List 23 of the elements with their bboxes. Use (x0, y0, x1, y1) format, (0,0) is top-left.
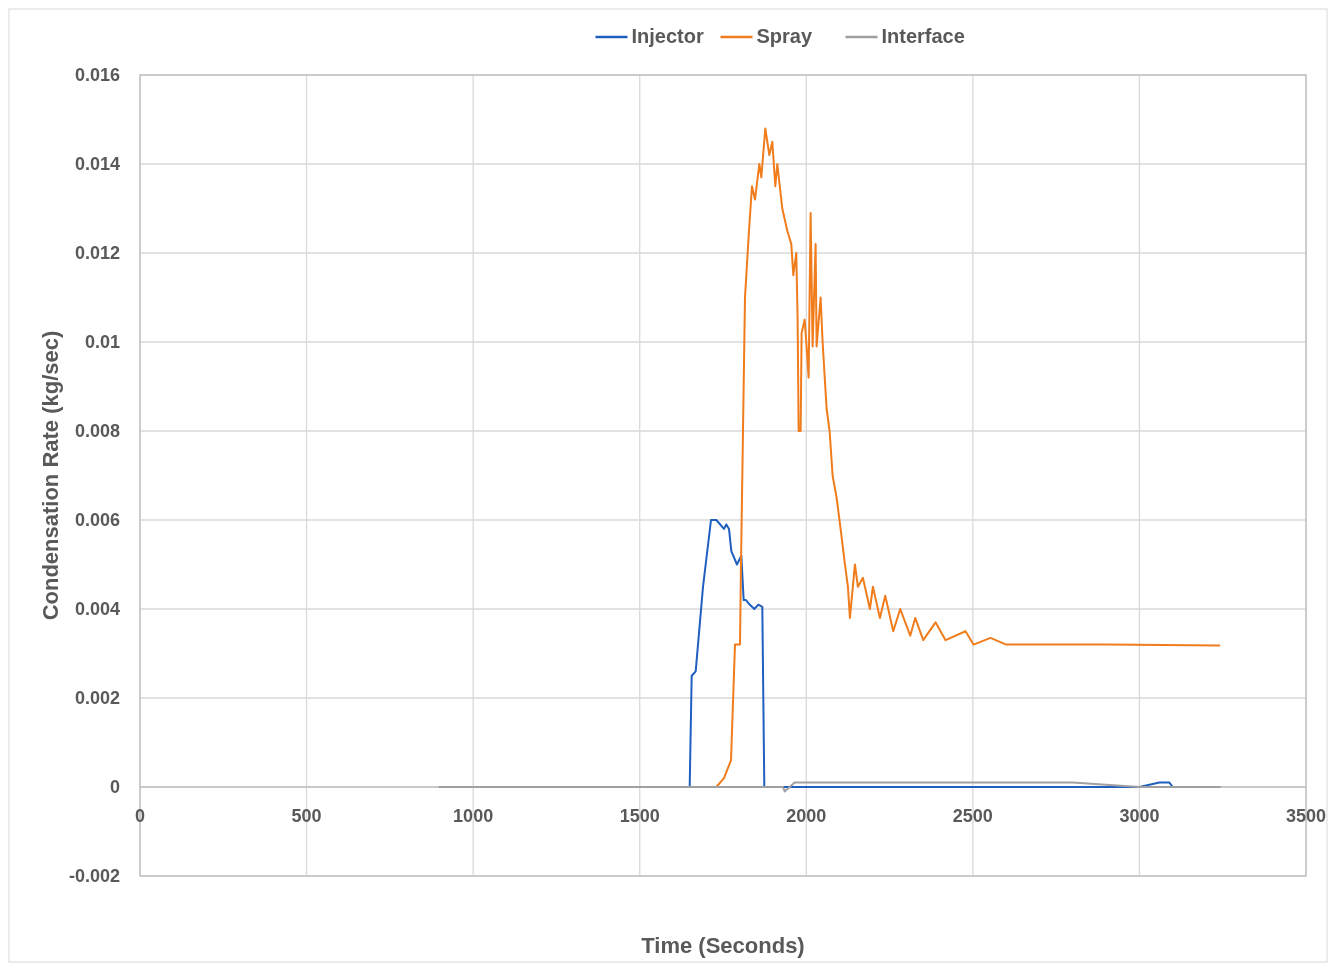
x-tick-label: 1000 (453, 806, 494, 826)
y-tick-label: 0.016 (74, 65, 120, 85)
y-tick-label: 0.006 (74, 510, 120, 530)
x-tick-label: 3500 (1285, 806, 1327, 826)
y-tick-label: 0 (109, 777, 120, 797)
x-tick-label: 500 (291, 806, 322, 826)
x-tick-label: 3000 (1119, 806, 1160, 826)
legend-label: Spray (756, 25, 813, 47)
y-tick-label: -0.002 (68, 866, 120, 886)
x-axis-title: Time (Seconds) (641, 933, 805, 958)
y-tick-label: 0.01 (84, 332, 120, 352)
y-tick-label: 0.014 (74, 154, 120, 174)
x-tick-label: 1500 (619, 806, 660, 826)
y-tick-label: 0.002 (74, 688, 120, 708)
x-tick-label: 2000 (786, 806, 827, 826)
x-tick-label: 2500 (952, 806, 993, 826)
x-tick-label: 0 (134, 806, 146, 826)
legend-label: Interface (881, 25, 965, 47)
y-tick-label: 0.008 (74, 421, 120, 441)
y-tick-label: 0.012 (74, 243, 120, 263)
y-tick-label: 0.004 (74, 599, 120, 619)
y-axis-title: Condensation Rate (kg/sec) (38, 330, 63, 621)
legend-label: Injector (631, 25, 704, 47)
